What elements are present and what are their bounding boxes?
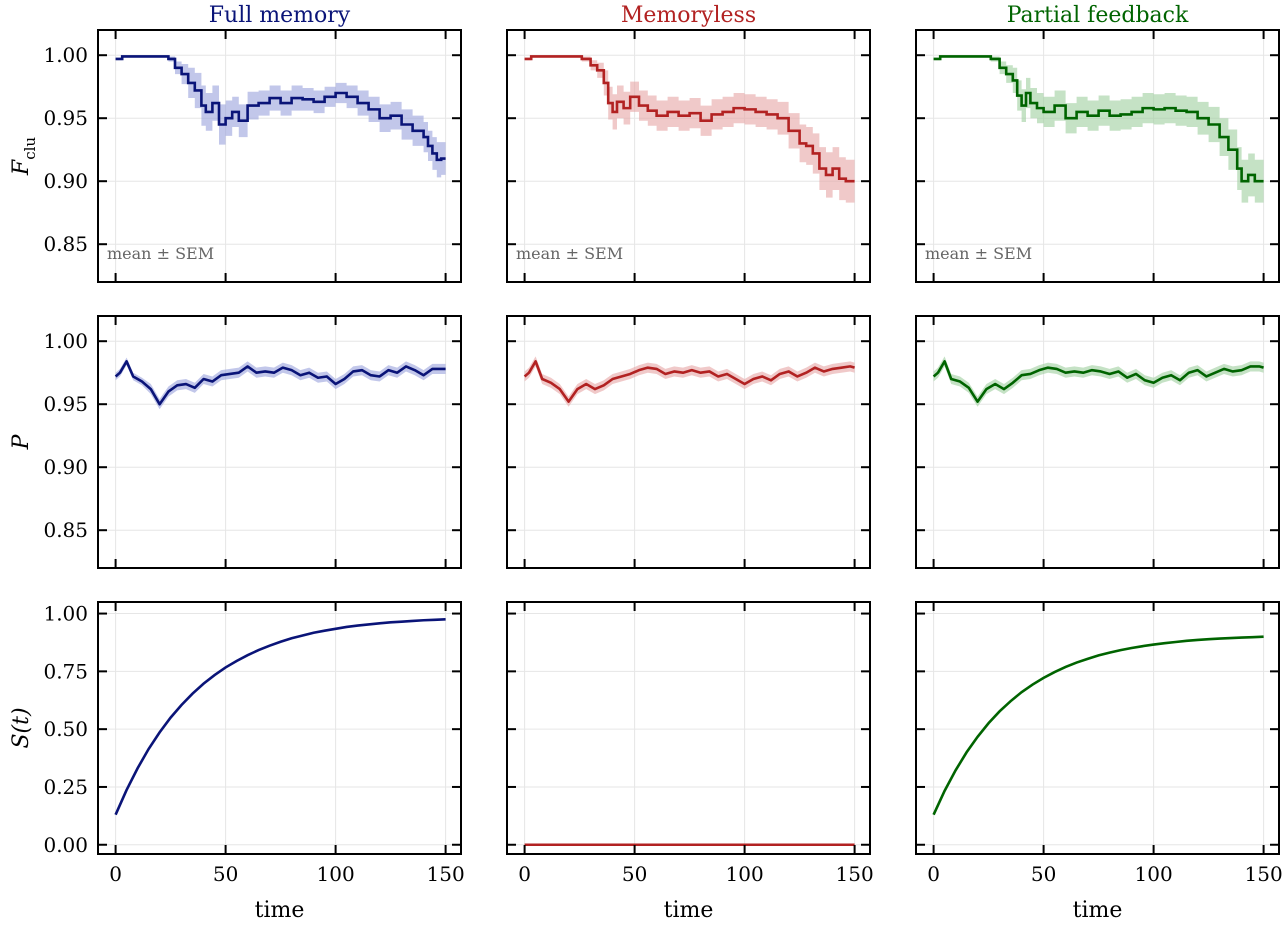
panel-frame (97, 601, 462, 855)
panel-frame (915, 601, 1280, 855)
mean-line (524, 55, 855, 183)
panel-frame (506, 601, 871, 855)
x-tick-label: 0 (109, 862, 122, 886)
plot-area (932, 356, 1264, 407)
series-line (114, 618, 446, 816)
panel-frame (506, 315, 871, 569)
panel-r0-c2: Partial feedback mean ± SEM (915, 3, 1280, 283)
x-tick-label: 50 (1031, 862, 1056, 886)
panel-frame (915, 29, 1280, 283)
panel-r2-c2: 0 50 100 150 time (915, 601, 1283, 923)
series-line (932, 635, 1264, 816)
x-tick-label: 100 (1135, 862, 1173, 886)
column-title: Memoryless (621, 3, 756, 28)
plot-area (115, 55, 446, 178)
y-axis-label-main: S(t) (9, 707, 34, 748)
x-axis-label: time (255, 898, 305, 923)
column-title: Full memory (209, 3, 351, 28)
y-axis-label: P (9, 433, 34, 450)
y-tick-label: 0.90 (43, 169, 88, 193)
panel-r0-c1: Memoryless mean ± SEM (506, 3, 871, 283)
sem-band (933, 356, 1264, 407)
sem-band (524, 356, 855, 407)
x-axis-label: time (1073, 898, 1123, 923)
x-tick-label: 150 (427, 862, 465, 886)
y-axis-label: Fclu (9, 137, 39, 176)
x-tick-label: 100 (317, 862, 355, 886)
sem-annotation: mean ± SEM (516, 244, 623, 263)
sem-band (524, 55, 855, 203)
column-title: Partial feedback (1007, 3, 1189, 28)
mean-line (933, 55, 1264, 183)
panel-r1-c0: 0.85 0.90 0.95 1.00 (43, 315, 462, 569)
y-tick-label: 1.00 (43, 602, 88, 626)
panel-r2-c0: 0.00 0.25 0.50 0.75 1.00 0 50 100 150 time (43, 601, 465, 923)
y-tick-label: 0.85 (43, 518, 88, 542)
y-tick-label: 0.00 (43, 833, 88, 857)
y-axis-label-sub: clu (21, 137, 39, 160)
y-tick-label: 0.50 (43, 717, 88, 741)
plot-area (114, 357, 446, 410)
sem-band (115, 55, 446, 178)
y-tick-label: 1.00 (43, 329, 88, 353)
y-tick-label: 0.95 (43, 392, 88, 416)
x-axis-label: time (664, 898, 714, 923)
mean-line (114, 360, 446, 406)
x-tick-label: 100 (726, 862, 764, 886)
y-axis-label: S(t) (9, 707, 34, 748)
mean-line (115, 55, 446, 162)
plot-area (114, 618, 446, 816)
sem-band (933, 55, 1264, 203)
x-tick-label: 50 (213, 862, 238, 886)
mean-line (932, 360, 1264, 403)
x-tick-label: 0 (518, 862, 531, 886)
sem-band (115, 357, 446, 410)
y-tick-label: 0.75 (43, 659, 88, 683)
y-tick-label: 0.90 (43, 455, 88, 479)
panel-frame (97, 315, 462, 569)
panel-r1-c2 (915, 315, 1280, 569)
y-axis-label-main: P (9, 433, 34, 450)
x-tick-label: 150 (836, 862, 874, 886)
x-tick-label: 0 (927, 862, 940, 886)
plot-area (524, 55, 855, 203)
y-tick-label: 0.25 (43, 775, 88, 799)
sem-annotation: mean ± SEM (925, 244, 1032, 263)
panel-r1-c1 (506, 315, 871, 569)
y-axis-label-main: F (9, 159, 34, 176)
plot-area (523, 356, 855, 407)
panel-r2-c1: 0 50 100 150 time (506, 601, 874, 923)
x-tick-label: 50 (622, 862, 647, 886)
y-tick-label: 1.00 (43, 43, 88, 67)
y-tick-label: 0.85 (43, 232, 88, 256)
sem-annotation: mean ± SEM (107, 244, 214, 263)
panel-r0-c0: 0.85 0.90 0.95 1.00 Full memory mean ± SEM (43, 3, 462, 283)
plot-area (932, 635, 1264, 816)
x-tick-label: 150 (1245, 862, 1283, 886)
mean-line (523, 360, 855, 403)
panel-frame (506, 29, 871, 283)
panel-frame (97, 29, 462, 283)
plot-area (933, 55, 1264, 203)
panel-frame (915, 315, 1280, 569)
y-tick-label: 0.95 (43, 106, 88, 130)
